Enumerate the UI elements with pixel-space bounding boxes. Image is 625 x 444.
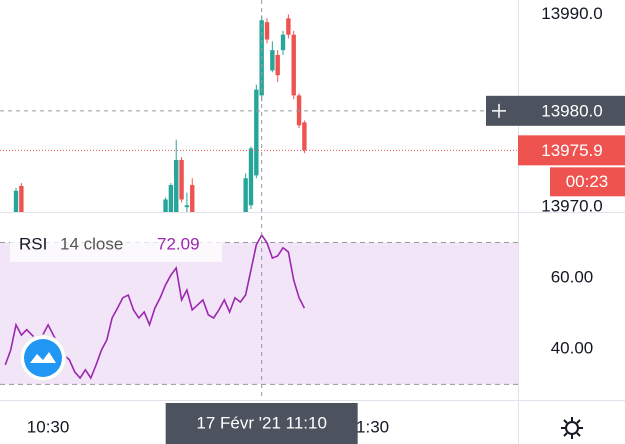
settings-gear[interactable] xyxy=(561,417,583,439)
y-tick-label: 40.00 xyxy=(551,338,594,357)
rsi-band-fill xyxy=(0,242,518,385)
last-price-box xyxy=(518,135,625,166)
crosshair-price-box xyxy=(486,95,625,126)
candle-body xyxy=(168,185,174,212)
x-tick-label: 10:30 xyxy=(27,417,70,436)
candle-body xyxy=(19,185,24,212)
candle-body xyxy=(243,178,248,212)
candle-body xyxy=(291,34,296,96)
legend-title: RSI xyxy=(19,234,47,253)
candle-body xyxy=(302,122,307,151)
candle-body xyxy=(280,34,286,51)
rsi-pane: RSI 14 close 72.09 xyxy=(0,228,518,385)
candle-body xyxy=(286,18,291,35)
y-tick-label: 13970.0 xyxy=(541,197,602,216)
x-tick-label: 11:30 xyxy=(348,417,389,436)
candle-body xyxy=(254,89,259,176)
legend-value: 72.09 xyxy=(157,234,200,253)
candle-body xyxy=(275,54,280,76)
y-tick-label: 13990.0 xyxy=(541,4,602,23)
countdown-box xyxy=(550,167,625,197)
price-pane xyxy=(0,14,518,212)
last-price-label: 13975.9 xyxy=(541,141,602,160)
candle-body xyxy=(190,185,195,212)
candle-body xyxy=(248,148,254,206)
crosshair-time-box xyxy=(165,403,358,444)
logo[interactable] xyxy=(19,334,67,382)
candle-body xyxy=(163,199,168,212)
legend-params: 14 close xyxy=(60,234,123,253)
candle-body xyxy=(270,50,275,71)
candle-body xyxy=(174,159,179,212)
add-alert-button[interactable] xyxy=(492,103,506,118)
y-tick-label: 60.00 xyxy=(551,267,594,286)
candle-body xyxy=(13,190,19,212)
candle-body xyxy=(179,159,184,200)
candle-body xyxy=(264,22,270,40)
crosshair-price-label: 13980.0 xyxy=(541,101,602,120)
legend-background xyxy=(10,228,222,262)
crosshair-time-label: 17 Févr '21 11:10 xyxy=(196,413,327,432)
candle-body xyxy=(184,205,190,208)
countdown: 00:23 xyxy=(566,172,609,191)
